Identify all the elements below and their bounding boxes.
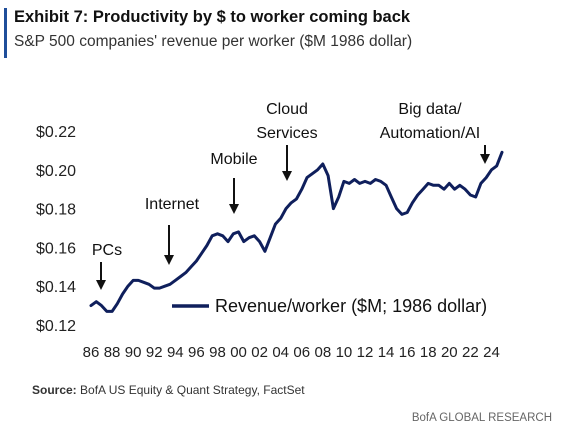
- exhibit-title: Exhibit 7: Productivity by $ to worker c…: [14, 8, 411, 26]
- x-tick-label: 24: [483, 344, 500, 361]
- source-note: Source: BofA US Equity & Quant Strategy,…: [32, 383, 305, 397]
- annotation-pcs: PCs: [92, 242, 122, 290]
- annotation-cloud: Cloud Services: [256, 101, 318, 181]
- annotation-label: Internet: [145, 196, 200, 213]
- series-line-revenue-per-worker: [89, 150, 504, 313]
- annotation-label: Big data/: [398, 101, 462, 118]
- x-tick-label: 16: [399, 344, 416, 361]
- legend-label: Revenue/worker ($M; 1986 dollar): [215, 296, 487, 316]
- x-tick-label: 88: [104, 344, 121, 361]
- annotation-mobile: Mobile: [210, 151, 258, 214]
- x-tick-label: 96: [188, 344, 205, 361]
- annotation-label: Automation/AI: [380, 125, 481, 142]
- annotation-arrow-head: [480, 154, 490, 164]
- x-tick-label: 18: [420, 344, 437, 361]
- annotation-label: Mobile: [210, 151, 257, 168]
- x-tick-label: 02: [251, 344, 268, 361]
- x-tick-label: 12: [357, 344, 374, 361]
- x-tick-label: 00: [230, 344, 247, 361]
- x-tick-label: 06: [293, 344, 310, 361]
- x-tick-label: 22: [462, 344, 479, 361]
- annotation-arrow-head: [282, 171, 292, 181]
- title-accent-bar: [4, 8, 7, 58]
- x-tick-label: 86: [83, 344, 100, 361]
- legend: Revenue/worker ($M; 1986 dollar): [172, 296, 487, 316]
- annotation-arrow-head: [96, 280, 106, 290]
- exhibit-subtitle: S&P 500 companies' revenue per worker ($…: [14, 33, 413, 50]
- annotation-bigdata: Big data/Automation/AI: [380, 101, 490, 164]
- series-layer: [89, 150, 504, 313]
- y-tick-label: $0.12: [36, 318, 76, 335]
- x-tick-label: 08: [315, 344, 332, 361]
- annotation-arrow-head: [229, 204, 239, 214]
- x-tick-label: 90: [125, 344, 142, 361]
- x-tick-label: 14: [378, 344, 395, 361]
- annotation-label: Cloud: [266, 101, 308, 118]
- x-tick-label: 92: [146, 344, 163, 361]
- x-tick-label: 04: [272, 344, 289, 361]
- brand-label: BofA GLOBAL RESEARCH: [411, 412, 552, 424]
- y-tick-label: $0.18: [36, 202, 76, 219]
- annotation-internet: Internet: [145, 196, 200, 265]
- annotation-layer: PCs Internet Mobile Cloud Services Big data/A…: [92, 101, 490, 290]
- y-tick-label: $0.14: [36, 279, 76, 296]
- y-tick-label: $0.16: [36, 240, 76, 257]
- y-tick-label: $0.22: [36, 124, 76, 141]
- annotation-label: PCs: [92, 242, 122, 259]
- source-label: Source:: [32, 383, 77, 397]
- annotation-label: Services: [256, 125, 317, 142]
- y-tick-label: $0.20: [36, 163, 76, 180]
- x-axis: 86 88 90 92 94 96 98 00 02 04 06 08 10 12 14 16 18 20 22 24: [83, 344, 500, 361]
- annotation-arrow-head: [164, 255, 174, 265]
- source-text: BofA US Equity & Quant Strategy, FactSet: [80, 383, 305, 397]
- y-axis: $0.12 $0.14 $0.16 $0.18 $0.20 $0.22: [36, 124, 76, 335]
- x-tick-label: 94: [167, 344, 184, 361]
- x-tick-label: 98: [209, 344, 226, 361]
- x-tick-label: 20: [441, 344, 458, 361]
- x-tick-label: 10: [336, 344, 353, 361]
